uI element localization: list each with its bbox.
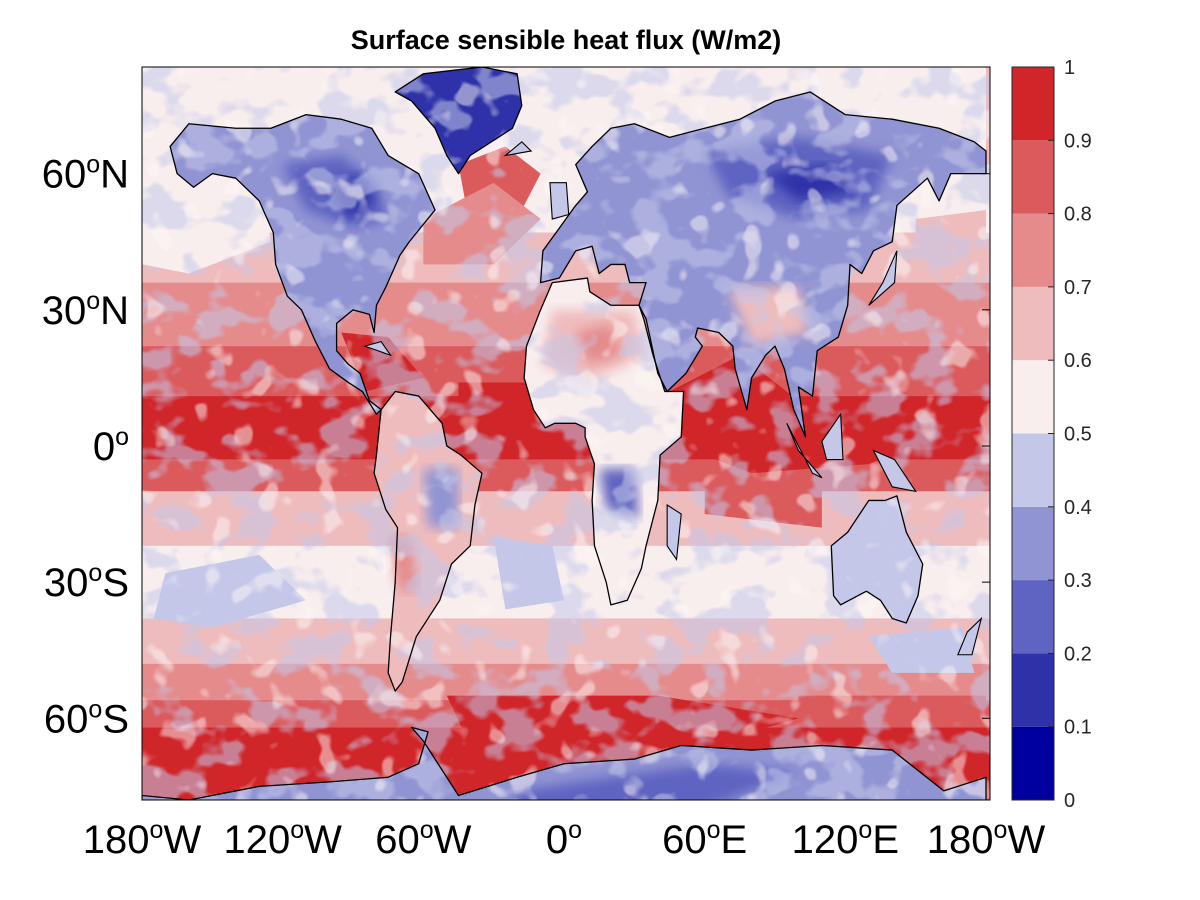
colorbar-swatch xyxy=(1012,580,1054,654)
latitude-tick-label: 60oN xyxy=(42,151,129,197)
coastline-africa xyxy=(523,277,685,606)
colorbar-swatch xyxy=(1012,360,1054,434)
map-frame xyxy=(141,66,991,801)
colorbar-swatch xyxy=(1012,506,1054,581)
latitude-labels: 60oN 30oN 0o 30oS 60oS xyxy=(42,151,990,741)
island-outline xyxy=(503,141,533,157)
colorbar-swatch xyxy=(1012,433,1054,507)
colorbar-swatch xyxy=(1012,213,1054,287)
colorbar-tick-label: 0.8 xyxy=(1064,204,1092,226)
longitude-labels: 180oW 120oW 60oW 0o 60oE 120oE 180oW xyxy=(83,816,1046,862)
longitude-tick-label: 120oW xyxy=(223,816,342,862)
colorbar-tick-label: 0.7 xyxy=(1064,277,1092,299)
colorbar-swatch xyxy=(1012,140,1054,214)
colorbar-swatch xyxy=(1012,726,1054,800)
colorbar-tick-label: 0 xyxy=(1064,790,1075,812)
colorbar-swatch xyxy=(1012,286,1054,361)
coastline-south-america xyxy=(373,390,483,692)
colorbar-tick-label: 1 xyxy=(1064,57,1075,79)
longitude-tick-label: 0o xyxy=(546,816,582,862)
coastline-australia xyxy=(830,495,924,624)
colorbar-tick-label: 0.4 xyxy=(1064,497,1092,519)
island-outline xyxy=(549,182,570,220)
island-outline xyxy=(666,503,682,561)
island-outline xyxy=(868,250,898,306)
coastline-europe-asia xyxy=(539,91,987,438)
island-outline xyxy=(362,340,392,357)
latitude-tick-label: 30oN xyxy=(42,287,129,333)
latitude-tick-label: 30oS xyxy=(44,559,129,605)
coastline-antarctica xyxy=(142,726,987,800)
longitude-tick-label: 180oW xyxy=(83,816,202,862)
colorbar-tick-label: 0.5 xyxy=(1064,424,1092,446)
map-plot-area xyxy=(142,67,990,800)
chart-title: Surface sensible heat flux (W/m2) xyxy=(351,25,782,55)
colorbar-swatch xyxy=(1012,67,1054,141)
latitude-tick-label: 0o xyxy=(93,423,129,469)
colorbar-tick-label: 0.9 xyxy=(1064,130,1092,152)
island-outline xyxy=(821,412,844,461)
latitude-tick-label: 60oS xyxy=(44,695,129,741)
island-outline xyxy=(957,616,983,656)
longitude-tick-label: 60oE xyxy=(662,816,747,862)
longitude-tick-label: 180oW xyxy=(927,816,1046,862)
coastline-greenland xyxy=(394,67,523,175)
colorbar: 0 0.1 0.2 0.3 0.4 0.5 0.6 0.7 0.8 0.9 1 xyxy=(1011,57,1092,812)
colorbar-tick-label: 0.3 xyxy=(1064,570,1092,592)
island-outline xyxy=(786,423,823,479)
coastline-north-america xyxy=(169,114,436,415)
colorbar-swatch xyxy=(1012,653,1054,727)
longitude-tick-label: 120oE xyxy=(792,816,899,862)
field-texture-white xyxy=(142,67,990,800)
longitude-tick-label: 60oW xyxy=(375,816,471,862)
colorbar-tick-label: 0.6 xyxy=(1064,350,1092,372)
island-outline xyxy=(872,449,917,493)
coastlines xyxy=(142,67,987,800)
colorbar-tick-label: 0.1 xyxy=(1064,717,1092,739)
colorbar-tick-label: 0.2 xyxy=(1064,643,1092,665)
